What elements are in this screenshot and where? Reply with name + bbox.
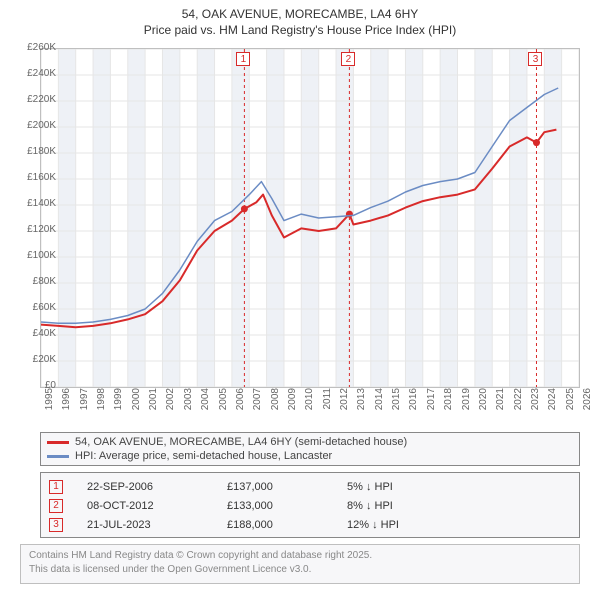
sale-marker-badge: 2 bbox=[341, 52, 355, 66]
x-tick-label: 2022 bbox=[513, 388, 524, 418]
sale-badge-1: 1 bbox=[49, 480, 63, 494]
sale-row-3: 3 21-JUL-2023 £188,000 12% ↓ HPI bbox=[49, 515, 571, 534]
y-tick-label: £80K bbox=[20, 276, 56, 287]
x-tick-label: 2009 bbox=[287, 388, 298, 418]
y-tick-label: £140K bbox=[20, 198, 56, 209]
sale-diff-1: 5% ↓ HPI bbox=[347, 481, 457, 493]
legend-label-2: HPI: Average price, semi-detached house,… bbox=[75, 450, 332, 462]
legend-label-1: 54, OAK AVENUE, MORECAMBE, LA4 6HY (semi… bbox=[75, 436, 407, 448]
legend-item-2: HPI: Average price, semi-detached house,… bbox=[47, 449, 573, 463]
chart-title-block: 54, OAK AVENUE, MORECAMBE, LA4 6HY Price… bbox=[0, 0, 600, 38]
attribution-box: Contains HM Land Registry data © Crown c… bbox=[20, 544, 580, 584]
x-tick-label: 2017 bbox=[426, 388, 437, 418]
x-tick-label: 1997 bbox=[79, 388, 90, 418]
sale-badge-2: 2 bbox=[49, 499, 63, 513]
sale-date-3: 21-JUL-2023 bbox=[87, 519, 227, 531]
x-tick-label: 2006 bbox=[235, 388, 246, 418]
x-tick-label: 2012 bbox=[339, 388, 350, 418]
legend-swatch-2 bbox=[47, 455, 69, 458]
x-tick-label: 2008 bbox=[270, 388, 281, 418]
x-tick-label: 2021 bbox=[495, 388, 506, 418]
x-tick-label: 2002 bbox=[165, 388, 176, 418]
y-tick-label: £180K bbox=[20, 146, 56, 157]
x-tick-label: 2016 bbox=[408, 388, 419, 418]
x-tick-label: 2026 bbox=[582, 388, 593, 418]
x-tick-label: 2024 bbox=[547, 388, 558, 418]
x-tick-label: 2004 bbox=[200, 388, 211, 418]
y-tick-label: £160K bbox=[20, 172, 56, 183]
page-container: 54, OAK AVENUE, MORECAMBE, LA4 6HY Price… bbox=[0, 0, 600, 590]
y-tick-label: £120K bbox=[20, 224, 56, 235]
sale-diff-2: 8% ↓ HPI bbox=[347, 500, 457, 512]
chart-svg bbox=[41, 49, 579, 387]
sale-marker-badge: 1 bbox=[236, 52, 250, 66]
y-tick-label: £60K bbox=[20, 302, 56, 313]
y-tick-label: £260K bbox=[20, 42, 56, 53]
x-tick-label: 2015 bbox=[391, 388, 402, 418]
x-tick-label: 2003 bbox=[183, 388, 194, 418]
x-tick-label: 2005 bbox=[218, 388, 229, 418]
y-tick-label: £100K bbox=[20, 250, 56, 261]
legend-swatch-1 bbox=[47, 441, 69, 444]
y-tick-label: £40K bbox=[20, 328, 56, 339]
chart-title-line2: Price paid vs. HM Land Registry's House … bbox=[0, 22, 600, 38]
x-tick-label: 1996 bbox=[61, 388, 72, 418]
y-tick-label: £20K bbox=[20, 354, 56, 365]
chart-title-line1: 54, OAK AVENUE, MORECAMBE, LA4 6HY bbox=[0, 6, 600, 22]
x-tick-label: 1998 bbox=[96, 388, 107, 418]
x-tick-label: 1999 bbox=[113, 388, 124, 418]
sale-diff-3: 12% ↓ HPI bbox=[347, 519, 457, 531]
y-tick-label: £220K bbox=[20, 94, 56, 105]
sales-table: 1 22-SEP-2006 £137,000 5% ↓ HPI 2 08-OCT… bbox=[40, 472, 580, 538]
x-tick-label: 2025 bbox=[565, 388, 576, 418]
legend-box: 54, OAK AVENUE, MORECAMBE, LA4 6HY (semi… bbox=[40, 432, 580, 466]
y-tick-label: £240K bbox=[20, 68, 56, 79]
x-tick-label: 2001 bbox=[148, 388, 159, 418]
attribution-line2: This data is licensed under the Open Gov… bbox=[29, 563, 571, 577]
legend-item-1: 54, OAK AVENUE, MORECAMBE, LA4 6HY (semi… bbox=[47, 435, 573, 449]
sale-marker-badge: 3 bbox=[528, 52, 542, 66]
y-tick-label: £200K bbox=[20, 120, 56, 131]
x-tick-label: 2013 bbox=[356, 388, 367, 418]
chart-area bbox=[40, 48, 580, 388]
sale-price-3: £188,000 bbox=[227, 519, 347, 531]
x-tick-label: 2019 bbox=[461, 388, 472, 418]
x-tick-label: 2010 bbox=[304, 388, 315, 418]
sale-row-1: 1 22-SEP-2006 £137,000 5% ↓ HPI bbox=[49, 477, 571, 496]
x-tick-label: 2014 bbox=[374, 388, 385, 418]
x-tick-label: 2007 bbox=[252, 388, 263, 418]
x-tick-label: 2011 bbox=[322, 388, 333, 418]
sale-row-2: 2 08-OCT-2012 £133,000 8% ↓ HPI bbox=[49, 496, 571, 515]
sale-date-1: 22-SEP-2006 bbox=[87, 481, 227, 493]
x-tick-label: 2000 bbox=[131, 388, 142, 418]
x-tick-label: 2023 bbox=[530, 388, 541, 418]
sale-price-1: £137,000 bbox=[227, 481, 347, 493]
sale-date-2: 08-OCT-2012 bbox=[87, 500, 227, 512]
sale-price-2: £133,000 bbox=[227, 500, 347, 512]
x-tick-label: 2020 bbox=[478, 388, 489, 418]
x-tick-label: 2018 bbox=[443, 388, 454, 418]
attribution-line1: Contains HM Land Registry data © Crown c… bbox=[29, 549, 571, 563]
x-tick-label: 1995 bbox=[44, 388, 55, 418]
sale-badge-3: 3 bbox=[49, 518, 63, 532]
